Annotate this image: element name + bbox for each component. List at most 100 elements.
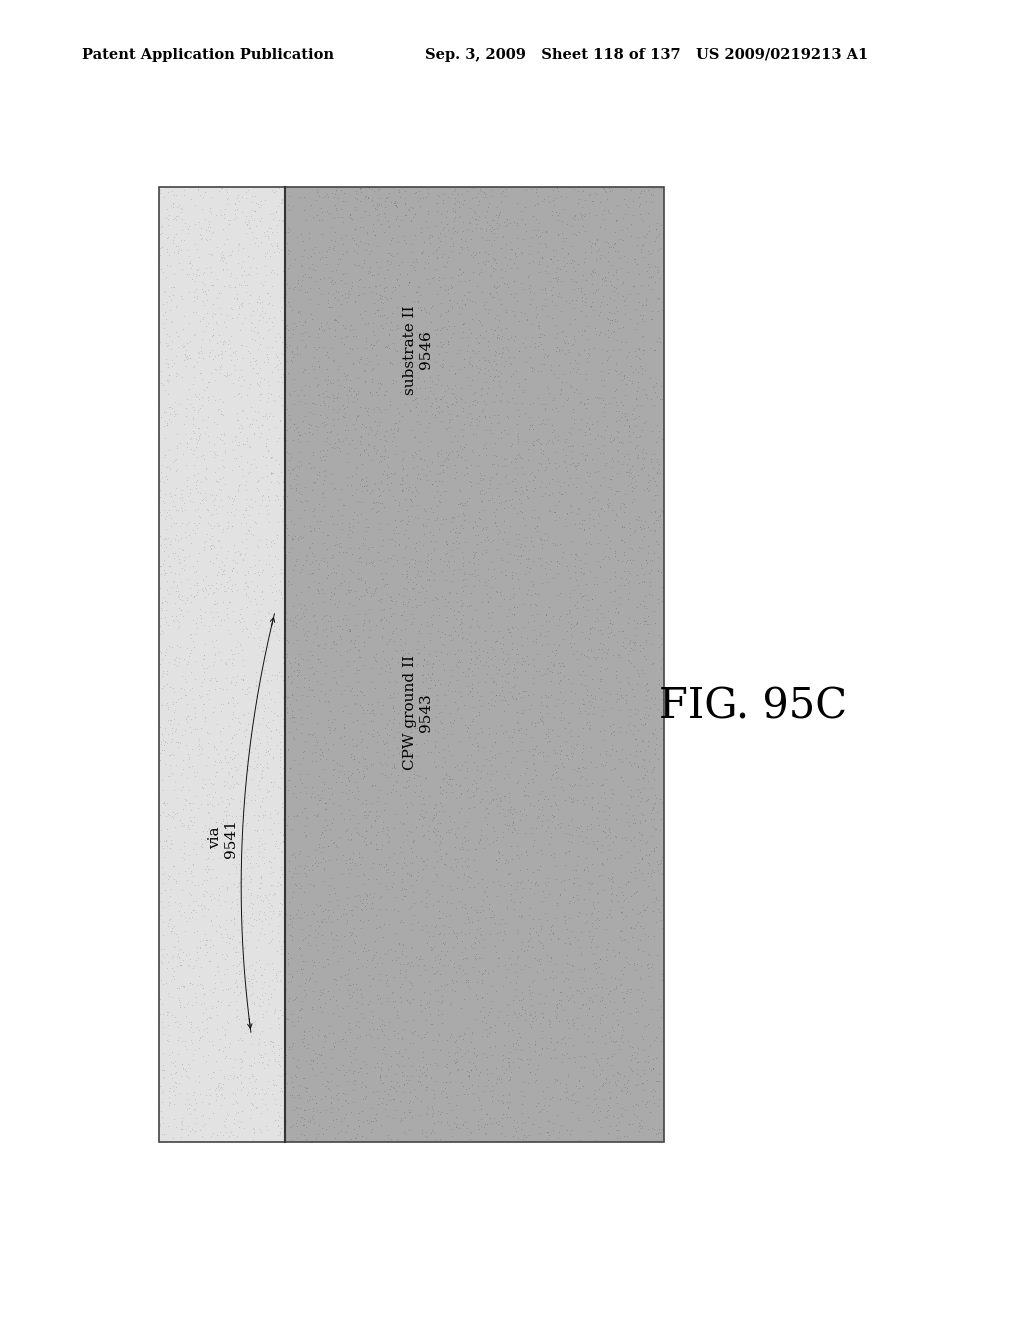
- Point: [232, 1015, 249, 1036]
- Point: [392, 1110, 409, 1131]
- Point: [551, 455, 567, 477]
- Point: [302, 640, 318, 661]
- Point: [495, 455, 511, 477]
- Point: [246, 1047, 262, 1068]
- Point: [464, 393, 480, 414]
- Point: [578, 363, 594, 384]
- Point: [171, 991, 187, 1012]
- Point: [650, 890, 667, 911]
- Point: [294, 950, 310, 972]
- Point: [357, 330, 374, 351]
- Point: [327, 478, 343, 499]
- Point: [309, 671, 326, 692]
- Point: [370, 1018, 386, 1039]
- Point: [337, 263, 353, 284]
- Point: [634, 358, 650, 379]
- Point: [645, 900, 662, 921]
- Point: [239, 684, 255, 705]
- Point: [160, 527, 176, 548]
- Point: [247, 186, 263, 207]
- Point: [488, 663, 505, 684]
- Point: [352, 348, 369, 370]
- Point: [311, 356, 328, 378]
- Point: [215, 808, 231, 829]
- Point: [290, 529, 306, 550]
- Point: [280, 805, 296, 826]
- Point: [267, 965, 284, 986]
- Point: [291, 855, 307, 876]
- Point: [396, 376, 413, 397]
- Point: [643, 585, 659, 606]
- Point: [358, 185, 375, 206]
- Point: [246, 424, 262, 445]
- Point: [640, 925, 656, 946]
- Point: [246, 805, 262, 826]
- Point: [586, 953, 602, 974]
- Point: [249, 298, 265, 319]
- Point: [480, 335, 497, 356]
- Point: [358, 479, 375, 500]
- Point: [195, 873, 211, 894]
- Point: [586, 515, 602, 536]
- Point: [177, 719, 194, 741]
- Point: [255, 484, 271, 506]
- Point: [367, 265, 383, 286]
- Point: [385, 1089, 401, 1110]
- Point: [271, 630, 288, 651]
- Point: [539, 256, 555, 277]
- Point: [554, 756, 570, 777]
- Point: [223, 297, 240, 318]
- Point: [502, 544, 518, 565]
- Point: [220, 693, 237, 714]
- Point: [269, 923, 286, 944]
- Point: [462, 564, 478, 585]
- Point: [620, 672, 636, 693]
- Point: [310, 416, 327, 437]
- Point: [433, 828, 450, 849]
- Point: [194, 329, 210, 350]
- Point: [358, 821, 375, 842]
- Point: [304, 591, 321, 612]
- Point: [499, 209, 515, 230]
- Point: [372, 519, 388, 540]
- Point: [625, 190, 641, 211]
- Point: [389, 296, 406, 317]
- Point: [464, 339, 480, 360]
- Point: [654, 1122, 671, 1143]
- Point: [583, 475, 599, 496]
- Point: [185, 281, 202, 302]
- Point: [589, 263, 605, 284]
- Point: [460, 970, 476, 991]
- Point: [566, 279, 583, 300]
- Point: [225, 385, 242, 407]
- Point: [401, 685, 418, 706]
- Point: [555, 438, 571, 459]
- Point: [478, 1123, 495, 1144]
- Point: [302, 1111, 318, 1133]
- Point: [594, 634, 610, 655]
- Point: [213, 758, 229, 779]
- Point: [420, 677, 436, 698]
- Point: [510, 422, 526, 444]
- Point: [592, 743, 608, 764]
- Point: [322, 717, 338, 738]
- Point: [444, 1100, 461, 1121]
- Point: [231, 190, 248, 211]
- Point: [552, 475, 568, 496]
- Point: [574, 597, 591, 618]
- Point: [231, 319, 248, 341]
- Point: [236, 238, 252, 259]
- Point: [272, 1118, 289, 1139]
- Point: [643, 183, 659, 205]
- Point: [213, 923, 229, 944]
- Point: [601, 1081, 617, 1102]
- Point: [285, 887, 301, 908]
- Point: [632, 425, 648, 446]
- Point: [292, 593, 308, 614]
- Point: [164, 917, 180, 939]
- Point: [613, 903, 630, 924]
- Point: [165, 1076, 181, 1097]
- Point: [305, 570, 322, 591]
- Point: [560, 669, 577, 690]
- Point: [272, 583, 289, 605]
